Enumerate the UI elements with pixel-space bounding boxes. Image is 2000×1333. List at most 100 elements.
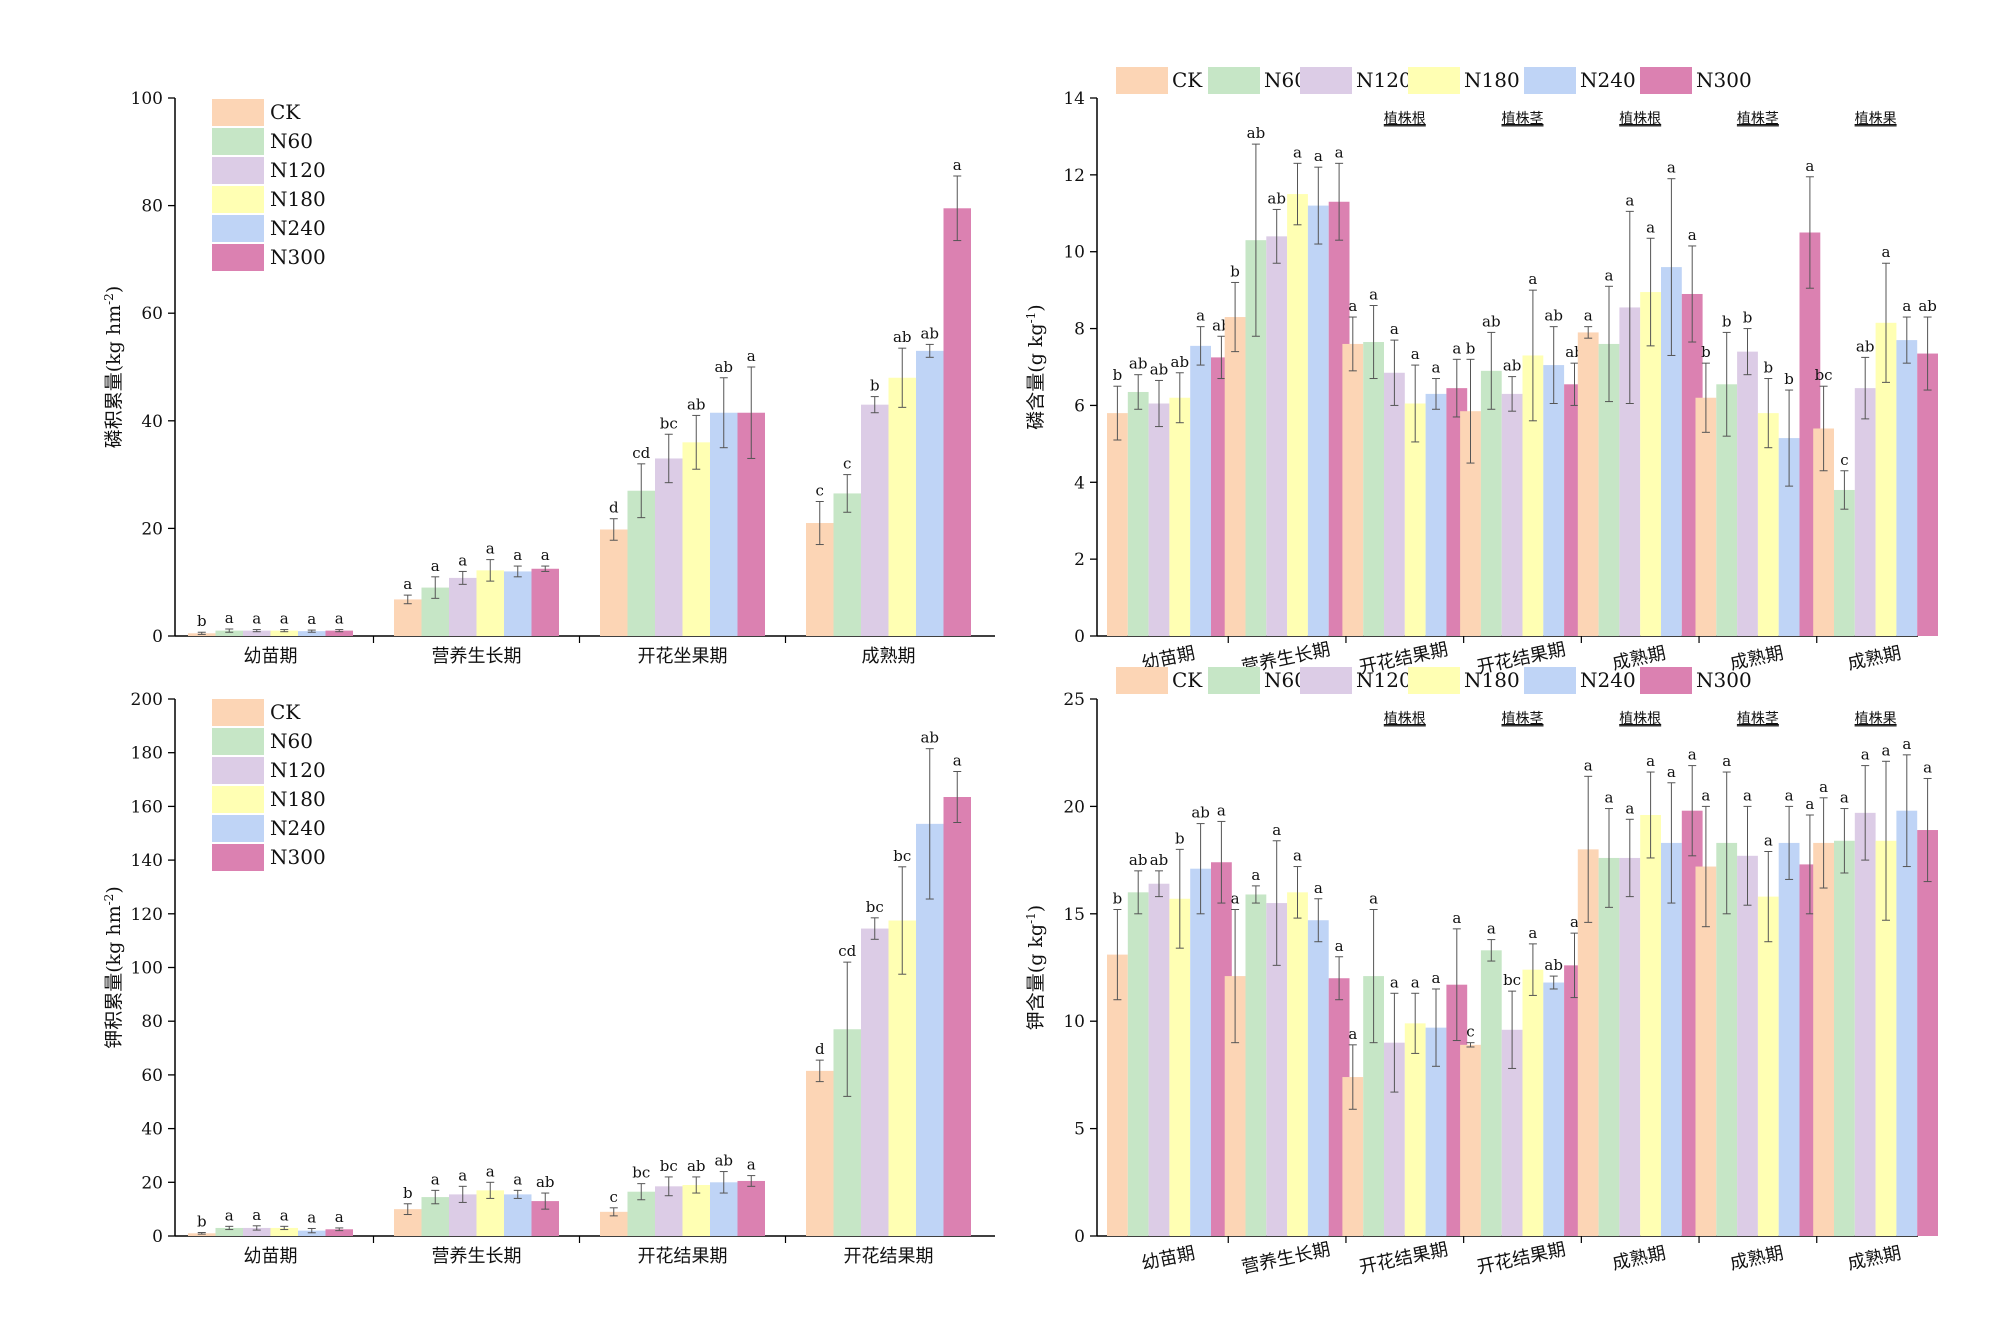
legend-label: N60 xyxy=(1264,68,1307,92)
significance-letter: ab xyxy=(687,395,706,413)
y-tick-label: 6 xyxy=(1074,396,1085,416)
significance-letter: bc xyxy=(866,898,884,916)
y-tick-label: 4 xyxy=(1074,473,1085,493)
y-tick-label: 0 xyxy=(152,1227,163,1247)
significance-letter: a xyxy=(1861,746,1870,764)
y-tick-label: 20 xyxy=(1063,797,1085,817)
y-tick-label: 200 xyxy=(131,690,163,710)
significance-letter: a xyxy=(1432,359,1441,377)
significance-letter: b xyxy=(1784,370,1794,388)
significance-letter: a xyxy=(747,347,756,365)
significance-letter: b xyxy=(1763,359,1773,377)
bar-n180 xyxy=(1640,292,1661,636)
legend-label: N240 xyxy=(270,816,326,840)
bar-n60 xyxy=(1480,950,1502,1236)
significance-letter: a xyxy=(1722,752,1731,770)
bar-n180 xyxy=(1757,413,1779,636)
bar-n300 xyxy=(1917,353,1938,636)
y-axis-label: 钾积累量(kg hm-2) xyxy=(102,886,125,1049)
bar-n240 xyxy=(1778,438,1800,636)
significance-letter: bc xyxy=(1503,971,1521,989)
significance-letter: ab xyxy=(1191,804,1210,822)
significance-letter: a xyxy=(1411,345,1420,363)
bar-n300 xyxy=(325,1229,353,1236)
significance-letter: bc xyxy=(632,1164,650,1182)
bar-ck xyxy=(1577,332,1599,636)
x-tick-label: 开花结果期 xyxy=(844,1246,934,1267)
bar-n240 xyxy=(1896,340,1918,636)
legend-label: N120 xyxy=(1356,68,1412,92)
bar-ck xyxy=(1460,411,1481,636)
tissue-annotation: 植株根 xyxy=(1384,111,1426,127)
bar-n60 xyxy=(1716,842,1738,1236)
significance-letter: d xyxy=(609,499,619,517)
bar-n180 xyxy=(1757,896,1779,1236)
x-tick-label: 营养生长期 xyxy=(1240,1239,1332,1278)
x-tick-label: 幼苗期 xyxy=(244,646,298,667)
bar-ck xyxy=(1577,849,1599,1236)
bar-n240 xyxy=(504,1194,532,1236)
significance-letter: a xyxy=(1882,741,1891,759)
significance-letter: ab xyxy=(1171,353,1190,371)
significance-letter: ab xyxy=(1129,355,1148,373)
significance-letter: a xyxy=(431,1170,440,1188)
significance-letter: a xyxy=(1432,969,1441,987)
significance-letter: bc xyxy=(660,414,678,432)
significance-letter: a xyxy=(1646,752,1655,770)
significance-letter: a xyxy=(1251,866,1260,884)
bar-n120 xyxy=(1384,372,1405,636)
bar-n180 xyxy=(1522,969,1544,1236)
significance-letter: a xyxy=(252,1206,261,1224)
significance-letter: b xyxy=(197,612,207,630)
bar-n120 xyxy=(1266,903,1288,1236)
y-axis-label: 磷积累量(kg hm-2) xyxy=(102,286,125,449)
bar-n240 xyxy=(710,412,738,636)
significance-letter: b xyxy=(403,1184,413,1202)
significance-letter: ab xyxy=(1918,297,1937,315)
tissue-annotation: 植株茎 xyxy=(1737,711,1779,727)
significance-letter: b xyxy=(197,1213,207,1231)
significance-letter: a xyxy=(458,1166,467,1184)
legend-label: N180 xyxy=(270,787,326,811)
legend-swatch-ck xyxy=(1116,667,1168,694)
significance-letter: b xyxy=(1175,829,1185,847)
x-tick-label: 开花结果期 xyxy=(1357,1239,1449,1278)
significance-letter: a xyxy=(1902,297,1911,315)
bar-n60 xyxy=(1480,370,1502,636)
y-tick-label: 80 xyxy=(141,1012,163,1032)
significance-letter: c xyxy=(610,1188,618,1206)
significance-letter: b xyxy=(1701,343,1711,361)
significance-letter: a xyxy=(1625,191,1634,209)
legend-swatch-n120 xyxy=(212,757,264,784)
legend-label: N180 xyxy=(1464,668,1520,692)
bar-n120 xyxy=(1854,388,1876,636)
legend-swatch-n240 xyxy=(212,215,264,242)
significance-letter: ab xyxy=(1247,124,1266,142)
significance-letter: b xyxy=(1113,366,1123,384)
significance-letter: a xyxy=(280,1206,289,1224)
significance-letter: a xyxy=(513,1170,522,1188)
bar-ck xyxy=(1813,842,1834,1236)
legend-swatch-n60 xyxy=(212,128,264,155)
significance-letter: b xyxy=(1230,262,1240,280)
bar-n120 xyxy=(1266,236,1288,637)
bar-n240 xyxy=(1661,842,1682,1236)
tissue-annotation: 植株果 xyxy=(1855,711,1897,727)
bar-n180 xyxy=(1404,403,1426,636)
significance-letter: a xyxy=(1272,821,1281,839)
bar-n180 xyxy=(1875,322,1897,636)
bar-n60 xyxy=(1598,343,1620,636)
y-tick-label: 80 xyxy=(141,197,163,217)
bar-n120 xyxy=(1737,351,1758,636)
significance-letter: a xyxy=(1688,746,1697,764)
bar-n180 xyxy=(1640,814,1661,1236)
y-axis-label: 磷含量(g kg-1) xyxy=(1024,304,1047,429)
bar-n300 xyxy=(531,568,559,636)
legend-label: N240 xyxy=(270,216,326,240)
y-tick-label: 10 xyxy=(1063,1012,1085,1032)
x-tick-label: 成熟期 xyxy=(1610,1243,1667,1275)
bar-ck xyxy=(1107,954,1128,1236)
y-tick-label: 15 xyxy=(1063,905,1085,925)
significance-letter: ab xyxy=(1856,337,1875,355)
significance-letter: a xyxy=(747,1156,756,1174)
